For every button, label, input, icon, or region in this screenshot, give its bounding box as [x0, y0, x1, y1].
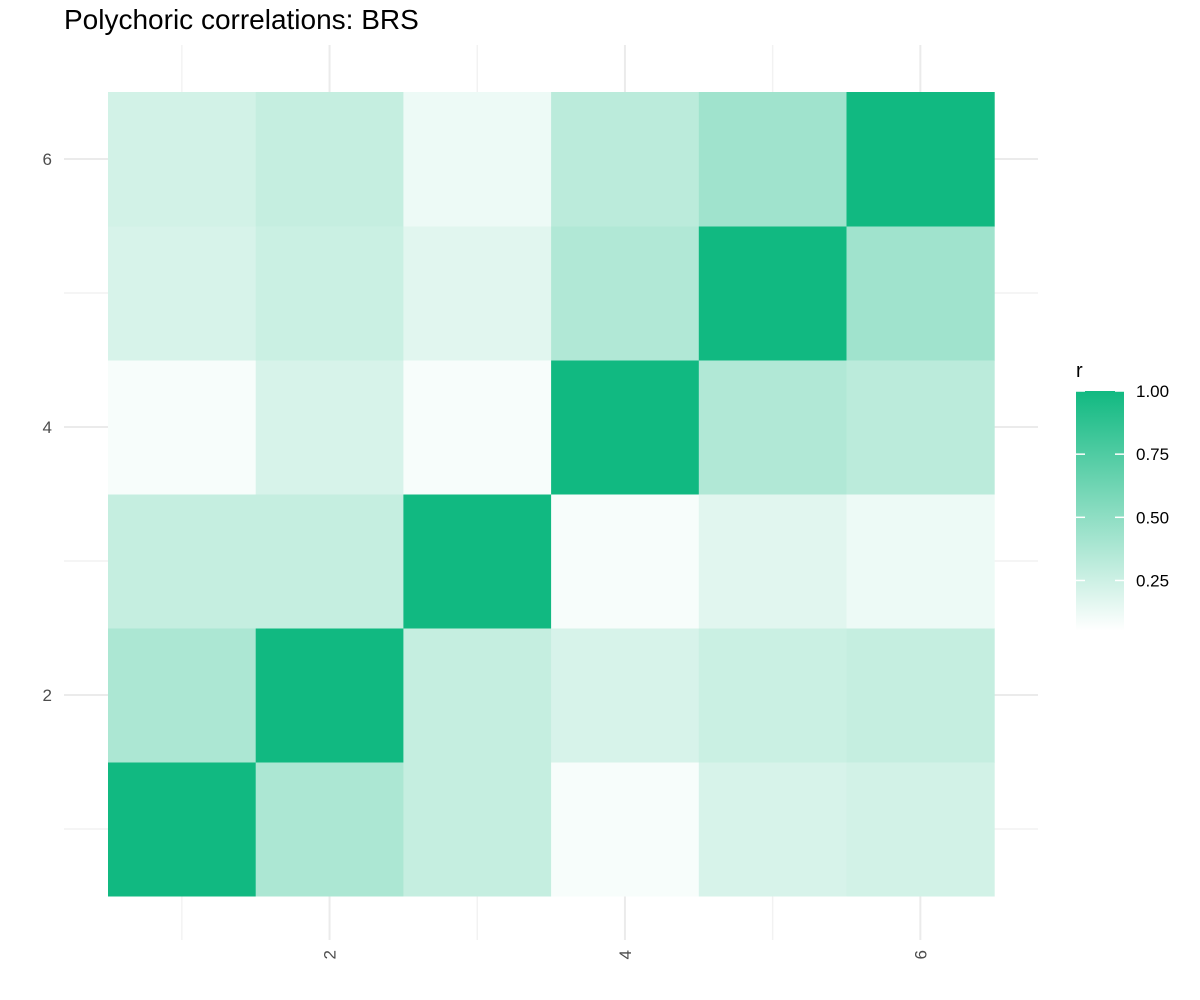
- heatmap-cell: [846, 628, 995, 763]
- legend-title: r: [1076, 360, 1083, 382]
- heatmap-cell: [698, 92, 847, 227]
- heatmap-cell: [698, 762, 847, 897]
- heatmap-cell: [551, 628, 700, 763]
- heatmap-cell: [846, 92, 995, 227]
- legend-tick-label: 0.75: [1136, 445, 1169, 464]
- y-tick-label: 4: [43, 418, 52, 437]
- heatmap-cell: [551, 226, 700, 361]
- heatmap-cells: [108, 92, 995, 897]
- x-tick-label: 6: [911, 950, 930, 959]
- heatmap-cell: [255, 494, 404, 629]
- heatmap-cell: [403, 360, 552, 495]
- x-tick-label: 4: [616, 950, 635, 959]
- heatmap-cell: [403, 92, 552, 227]
- chart-title: Polychoric correlations: BRS: [64, 4, 419, 35]
- heatmap-cell: [108, 226, 257, 361]
- heatmap-cell: [255, 92, 404, 227]
- heatmap-cell: [551, 762, 700, 897]
- legend-tick-label: 0.25: [1136, 571, 1169, 590]
- heatmap-cell: [698, 360, 847, 495]
- heatmap-cell: [255, 226, 404, 361]
- heatmap-cell: [108, 628, 257, 763]
- color-legend: r 0.25 0.50 0.75 1.00: [1076, 360, 1169, 631]
- legend-tick-label: 1.00: [1136, 382, 1169, 401]
- heatmap-cell: [698, 494, 847, 629]
- heatmap-cell: [108, 92, 257, 227]
- heatmap-cell: [403, 494, 552, 629]
- heatmap-cell: [551, 494, 700, 629]
- heatmap-cell: [698, 226, 847, 361]
- heatmap-cell: [846, 226, 995, 361]
- heatmap-cell: [698, 628, 847, 763]
- legend-colorbar: [1076, 391, 1124, 631]
- heatmap-cell: [255, 360, 404, 495]
- heatmap-cell: [551, 92, 700, 227]
- heatmap-cell: [108, 360, 257, 495]
- heatmap-cell: [255, 762, 404, 897]
- heatmap-cell: [846, 762, 995, 897]
- heatmap-cell: [403, 226, 552, 361]
- x-tick-label: 2: [321, 950, 340, 959]
- heatmap-cell: [255, 628, 404, 763]
- heatmap-cell: [846, 494, 995, 629]
- y-tick-label: 6: [43, 150, 52, 169]
- axis-tick-labels: 2 4 6 2 4 6: [43, 150, 931, 959]
- heatmap-cell: [846, 360, 995, 495]
- heatmap-cell: [108, 762, 257, 897]
- heatmap-cell: [551, 360, 700, 495]
- heatmap-cell: [403, 628, 552, 763]
- heatmap-cell: [108, 494, 257, 629]
- heatmap-cell: [403, 762, 552, 897]
- y-tick-label: 2: [43, 686, 52, 705]
- legend-tick-label: 0.50: [1136, 508, 1169, 527]
